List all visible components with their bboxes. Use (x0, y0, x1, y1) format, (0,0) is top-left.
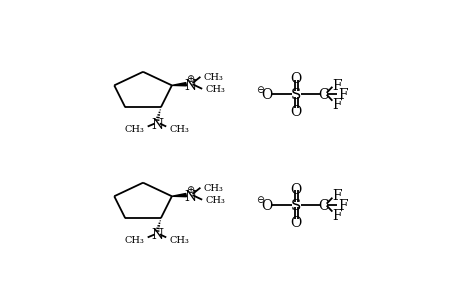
Text: F: F (331, 79, 341, 92)
Text: O: O (290, 72, 301, 86)
Polygon shape (172, 194, 186, 197)
Text: N: N (151, 228, 163, 242)
Text: O: O (290, 105, 301, 119)
Polygon shape (172, 82, 186, 86)
Text: N: N (184, 190, 196, 204)
Text: N: N (151, 118, 163, 131)
Text: F: F (331, 189, 341, 203)
Text: CH₃: CH₃ (124, 236, 144, 245)
Text: ⊖: ⊖ (256, 85, 264, 94)
Text: ⊖: ⊖ (256, 196, 264, 206)
Text: S: S (291, 88, 301, 102)
Text: CH₃: CH₃ (205, 196, 224, 205)
Text: CH₃: CH₃ (203, 73, 223, 82)
Text: F: F (331, 98, 341, 112)
Text: F: F (337, 199, 347, 213)
Text: CH₃: CH₃ (169, 236, 189, 245)
Text: C: C (318, 199, 328, 213)
Text: CH₃: CH₃ (124, 125, 144, 134)
Text: CH₃: CH₃ (203, 184, 223, 193)
Text: CH₃: CH₃ (205, 85, 224, 94)
Text: F: F (331, 209, 341, 223)
Text: O: O (261, 199, 272, 213)
Text: S: S (291, 199, 301, 213)
Text: F: F (337, 88, 347, 102)
Text: ⊕: ⊕ (186, 185, 194, 195)
Text: CH₃: CH₃ (169, 125, 189, 134)
Text: O: O (290, 216, 301, 230)
Text: O: O (290, 183, 301, 196)
Text: ⊕: ⊕ (186, 74, 194, 84)
Text: C: C (318, 88, 328, 102)
Text: N: N (184, 79, 196, 93)
Text: O: O (261, 88, 272, 102)
